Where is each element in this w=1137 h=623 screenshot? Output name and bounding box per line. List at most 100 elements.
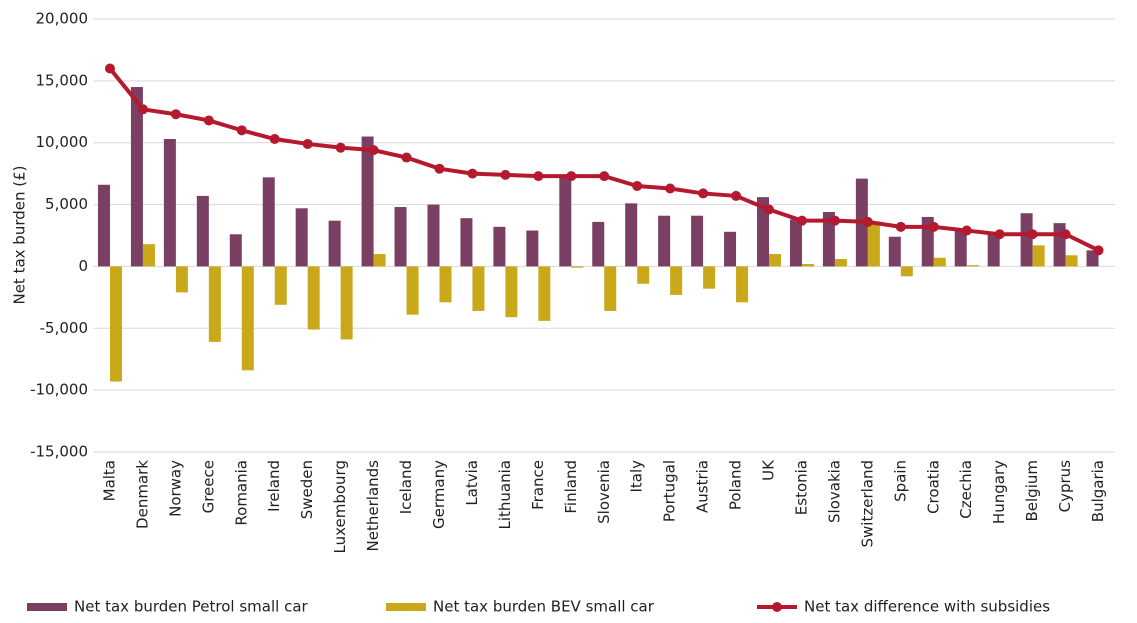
y-tick-label: 20,000 [36, 10, 89, 28]
bar [526, 230, 539, 267]
x-tick-label: Greece [199, 460, 217, 513]
bar [208, 266, 221, 342]
x-tick-label: Slovakia [825, 460, 843, 523]
bar [637, 266, 650, 284]
legend-label: Net tax difference with subsidies [804, 598, 1050, 616]
x-tick-label: Germany [430, 460, 448, 529]
bar [328, 220, 341, 267]
line-point [203, 115, 214, 126]
bar [175, 266, 188, 293]
bar [900, 266, 913, 277]
bar [472, 266, 485, 311]
bar [109, 266, 122, 382]
bar [142, 244, 155, 267]
line-point [434, 163, 445, 174]
x-tick-label: Croatia [924, 460, 942, 514]
line-point [994, 229, 1005, 240]
y-tick-label: -15,000 [30, 443, 88, 461]
y-tick-label: -5,000 [40, 319, 88, 337]
x-tick-label: Bulgaria [1089, 460, 1107, 522]
line-point [401, 152, 412, 163]
bar [867, 224, 880, 267]
line-point [731, 190, 742, 201]
line-point [862, 216, 873, 227]
line-point [632, 181, 643, 192]
line-point [104, 63, 115, 74]
bar [1032, 245, 1045, 267]
x-tick-label: Cyprus [1056, 460, 1074, 513]
bar [460, 218, 473, 267]
line-point [599, 171, 610, 182]
bar [604, 266, 617, 311]
legend-label: Net tax burden BEV small car [433, 598, 655, 616]
x-tick-label: Ireland [265, 460, 283, 512]
bar [307, 266, 320, 330]
x-tick-label: Poland [727, 460, 745, 510]
line-point [302, 138, 313, 149]
line-point [566, 171, 577, 182]
x-tick-label: Austria [694, 460, 712, 513]
bar [724, 231, 737, 267]
bar [1065, 255, 1078, 267]
bar [834, 259, 847, 267]
bar [658, 215, 671, 267]
bar [1086, 250, 1099, 267]
x-tick-label: Iceland [397, 460, 415, 514]
line-point [961, 225, 972, 236]
bar [241, 266, 254, 371]
bar [559, 176, 572, 267]
line-point [665, 183, 676, 194]
bar [340, 266, 353, 340]
bar [1020, 213, 1033, 267]
bar [933, 257, 946, 267]
bar [757, 197, 770, 267]
bar [736, 266, 749, 303]
bar [229, 234, 242, 267]
x-tick-label: Lithuania [496, 460, 514, 529]
bar [538, 266, 551, 321]
bar [406, 266, 419, 315]
x-tick-label: France [529, 460, 547, 510]
line-point [895, 221, 906, 232]
line-point [170, 109, 181, 120]
bar [571, 266, 584, 268]
line-point [467, 168, 478, 179]
bar [789, 219, 802, 267]
bar [625, 203, 638, 267]
legend-swatch [386, 603, 426, 611]
line-point [796, 215, 807, 226]
line-point [1060, 229, 1071, 240]
bar [427, 204, 440, 267]
bar [954, 230, 967, 267]
bar [394, 207, 407, 267]
x-tick-label: Denmark [133, 460, 151, 529]
x-tick-label: UK [760, 459, 778, 481]
bar [769, 254, 782, 267]
x-tick-label: Switzerland [858, 460, 876, 548]
bar [130, 87, 143, 267]
bar [361, 136, 374, 267]
x-tick-label: Czechia [957, 460, 975, 519]
y-axis-label: Net tax burden (£) [11, 165, 29, 304]
x-tick-label: Netherlands [364, 460, 382, 552]
bar [274, 266, 287, 305]
bar [592, 221, 605, 267]
x-tick-label: Malta [100, 460, 118, 501]
line-point [500, 169, 511, 180]
x-tick-label: Slovenia [595, 460, 613, 524]
bar [822, 211, 835, 267]
x-tick-label: Norway [166, 460, 184, 517]
bar [196, 195, 209, 267]
x-tick-label: Luxembourg [331, 460, 349, 554]
bar [691, 215, 704, 267]
legend-swatch [27, 603, 67, 611]
x-tick-label: Finland [562, 460, 580, 514]
bar [163, 139, 176, 267]
line-point [335, 142, 346, 153]
bar [987, 234, 1000, 267]
line-point [829, 215, 840, 226]
x-tick-label: Sweden [298, 460, 316, 519]
line-point [368, 145, 379, 156]
y-tick-label: 15,000 [36, 71, 89, 89]
